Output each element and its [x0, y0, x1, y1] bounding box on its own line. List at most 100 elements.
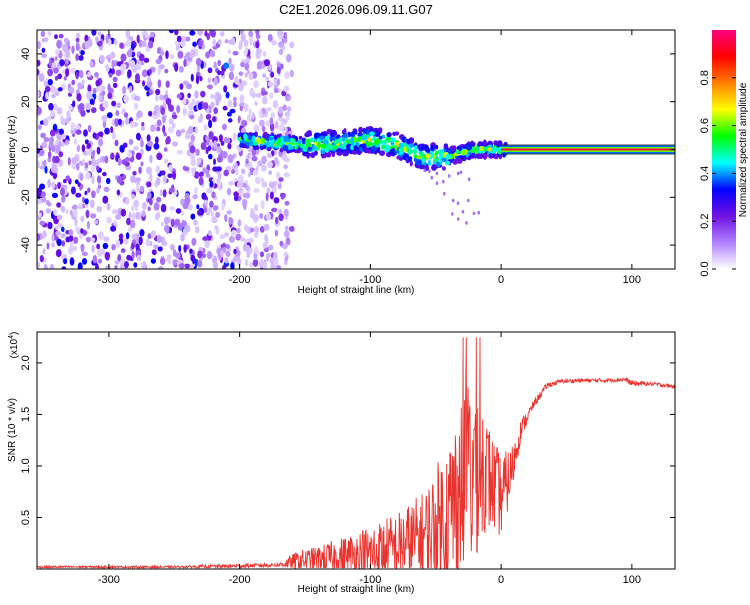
signal-cell: [374, 132, 378, 136]
carrier-line: [501, 148, 675, 151]
noise-cell: [254, 246, 259, 255]
noise-cell: [47, 68, 53, 77]
noise-cell: [65, 117, 69, 124]
noise-cell: [53, 103, 58, 111]
noise-cell: [231, 229, 237, 238]
noise-cell: [130, 175, 136, 183]
noise-cell: [79, 172, 84, 182]
spectrogram-xtick-label: 100: [623, 274, 641, 286]
noise-cell: [80, 109, 86, 117]
noise-cell: [190, 134, 195, 143]
noise-cell: [91, 190, 96, 199]
signal-cell: [474, 149, 479, 154]
noise-cell: [248, 36, 254, 43]
noise-cell: [126, 254, 132, 261]
noise-cell: [228, 57, 232, 65]
noise-cell: [156, 196, 162, 203]
signal-cell: [387, 138, 391, 143]
noise-cell: [261, 125, 266, 133]
noise-cell: [126, 49, 133, 58]
noise-cell: [101, 248, 106, 256]
colorbar-label: Normalized spectral amplitude: [738, 82, 749, 217]
noise-cell: [224, 39, 229, 44]
noise-cell: [99, 55, 105, 63]
noise-cell: [127, 69, 132, 78]
noise-cell: [187, 126, 194, 135]
noise-cell: [72, 245, 78, 252]
noise-cell: [218, 179, 222, 188]
noise-cell: [183, 58, 187, 68]
noise-cell: [211, 216, 217, 223]
signal-cell: [260, 145, 264, 151]
noise-cell: [253, 226, 260, 234]
noise-cell: [129, 219, 136, 229]
noise-cell: [91, 158, 96, 166]
noise-cell: [260, 251, 264, 258]
noise-cell: [130, 120, 135, 129]
signal-cell: [334, 139, 339, 145]
signal-cell: [312, 145, 317, 151]
noise-cell: [210, 211, 214, 217]
spectrogram-xtick-label: -300: [98, 274, 120, 286]
signal-cell: [406, 138, 411, 145]
signal-cell: [395, 131, 400, 136]
noise-cell: [212, 116, 216, 123]
noise-cell: [111, 100, 117, 107]
noise-cell: [68, 234, 74, 242]
noise-cell: [102, 171, 107, 177]
noise-cell: [194, 126, 198, 134]
noise-cell: [226, 187, 232, 196]
noise-cell: [195, 148, 200, 156]
signal-cell: [277, 137, 281, 144]
noise-cell: [265, 192, 269, 202]
noise-cell: [39, 255, 44, 263]
signal-cell: [371, 146, 376, 152]
signal-cell: [416, 155, 422, 160]
noise-cell: [276, 66, 281, 75]
noise-cell: [278, 177, 284, 182]
noise-cell: [135, 132, 141, 141]
noise-cell: [46, 242, 50, 250]
noise-cell: [114, 260, 120, 265]
noise-cell: [98, 231, 104, 239]
noise-cell: [194, 187, 198, 195]
signal-cell: [379, 151, 385, 156]
noise-cell: [262, 50, 267, 57]
noise-cell: [190, 73, 194, 82]
noise-cell: [159, 257, 166, 266]
noise-cell: [115, 239, 121, 248]
straggler-cell: [442, 179, 445, 184]
noise-cell: [63, 258, 68, 265]
noise-cell: [175, 208, 182, 214]
noise-cell: [160, 170, 166, 176]
signal-cell: [267, 146, 272, 152]
signal-cell: [358, 147, 363, 151]
noise-cell: [122, 85, 127, 95]
noise-cell: [133, 262, 138, 268]
noise-cell: [158, 64, 165, 70]
noise-cell: [77, 203, 83, 210]
noise-cell: [43, 159, 47, 168]
noise-cell: [136, 184, 140, 193]
noise-cell: [213, 158, 216, 165]
noise-cell: [86, 150, 91, 156]
noise-cell: [184, 133, 191, 140]
noise-cell: [215, 98, 220, 106]
signal-cell: [488, 153, 494, 159]
noise-cell: [73, 236, 79, 244]
signal-cell: [240, 143, 247, 149]
noise-cell: [267, 152, 272, 159]
straggler-cell: [467, 198, 470, 203]
noise-cell: [78, 102, 85, 112]
noise-cell: [222, 246, 227, 254]
noise-cell: [269, 92, 274, 100]
noise-cell: [166, 225, 169, 235]
spectrogram-xtick-label: 0: [498, 274, 504, 286]
noise-cell: [50, 109, 55, 118]
noise-cell: [55, 225, 59, 231]
noise-cell: [136, 110, 143, 118]
noise-cell: [73, 157, 80, 163]
noise-cell: [155, 58, 162, 65]
noise-cell: [170, 244, 175, 251]
